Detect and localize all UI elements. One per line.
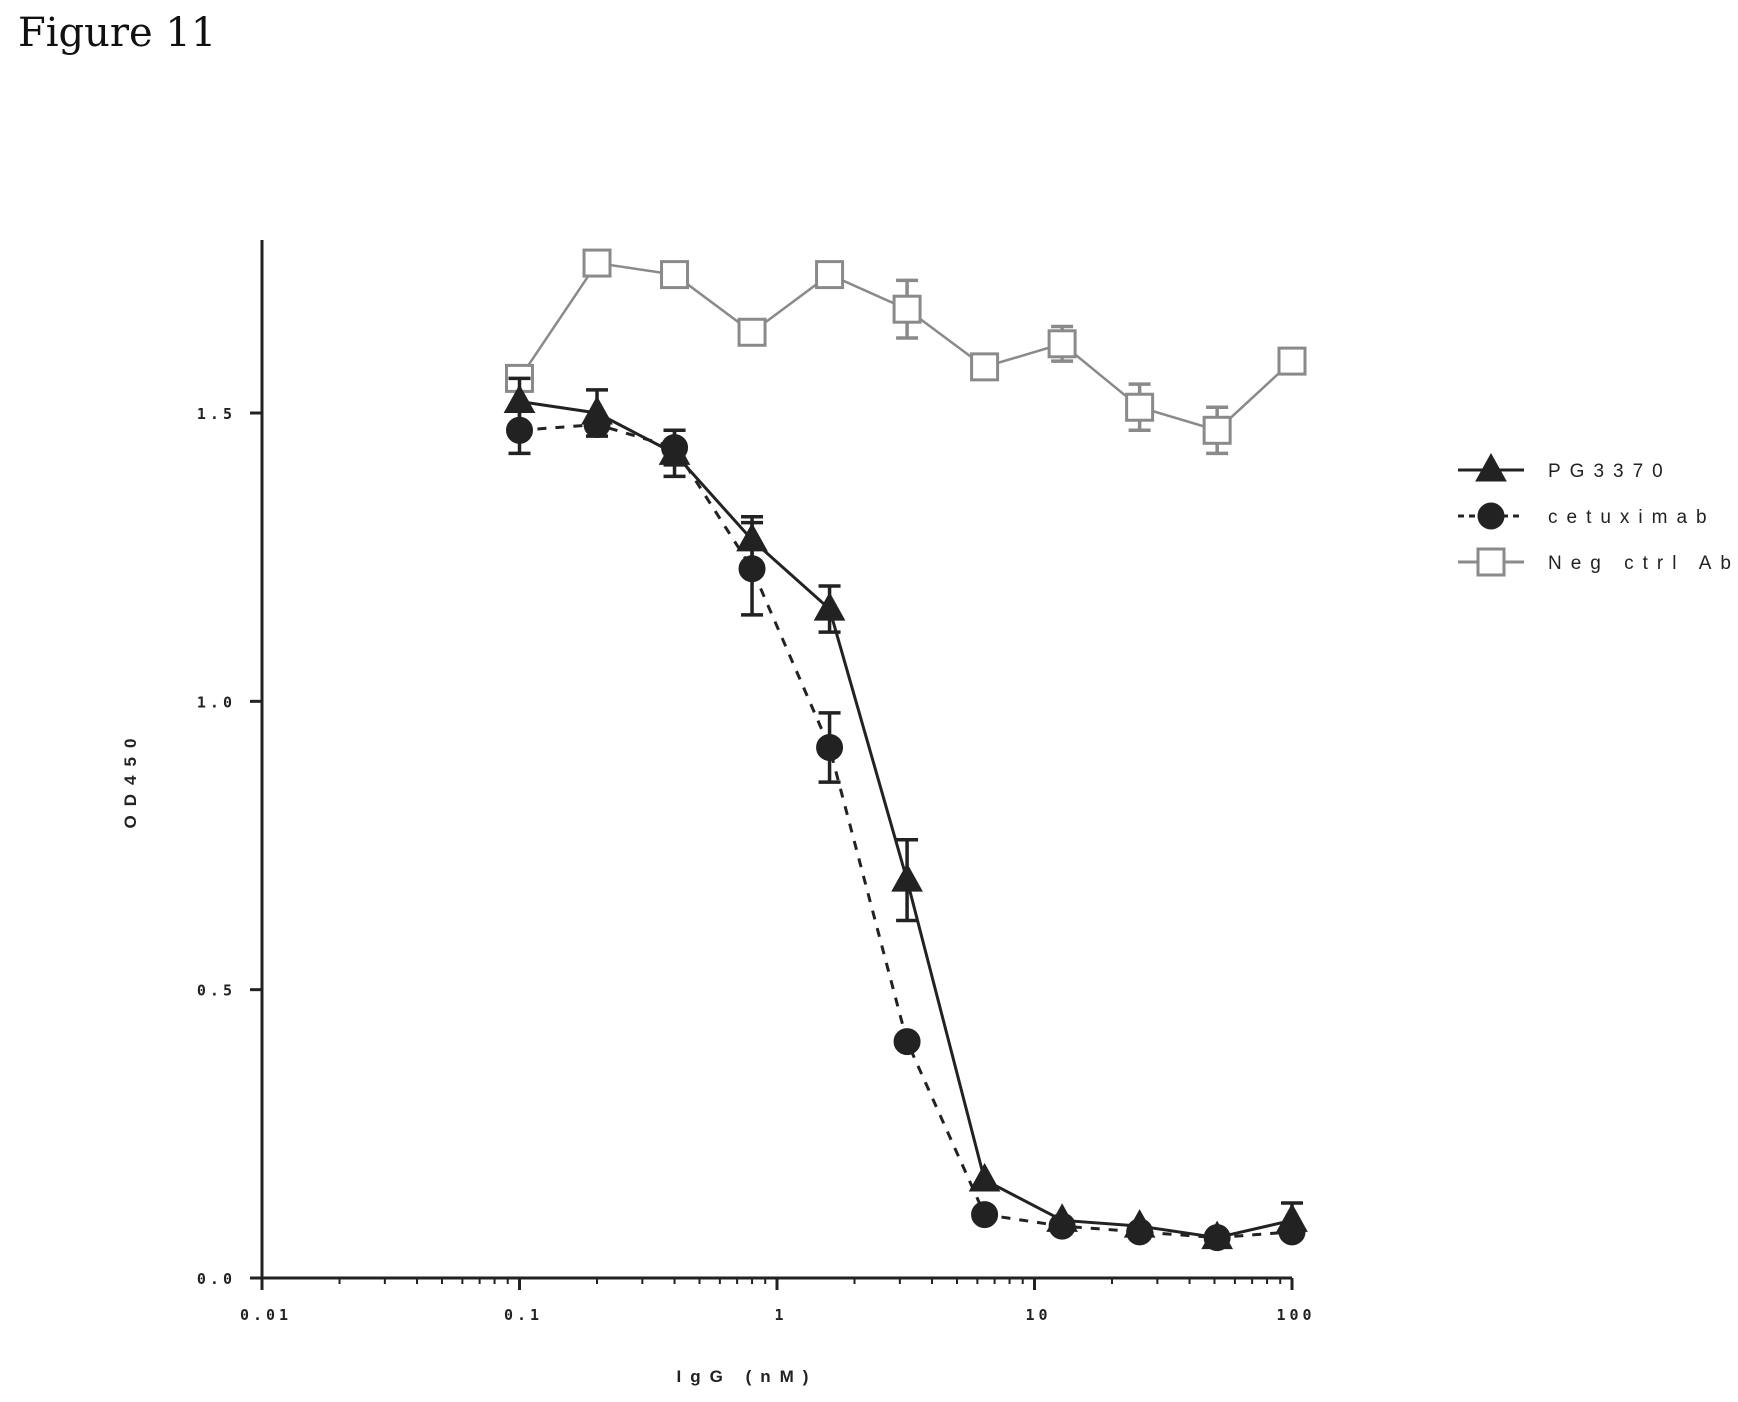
axes: 0.01 0.1 1 10 100 0.0 0.5 1.0 1.5 [197, 240, 1315, 1324]
x-tick-label: 100 [1276, 1306, 1315, 1324]
x-tick-label: 1 [774, 1306, 787, 1324]
series-cetuximab [506, 405, 1306, 1252]
data-point-neg-ctrl-ab [582, 248, 612, 278]
data-point-pg3370 [736, 522, 768, 552]
data-point-neg-ctrl-ab [970, 352, 1000, 382]
data-point-pg3370 [968, 1162, 1001, 1192]
data-point-neg-ctrl-ab [660, 260, 690, 290]
y-tick-label: 1.0 [197, 693, 236, 711]
data-point-cetuximab [893, 1028, 921, 1056]
data-point-pg3370 [1201, 1220, 1233, 1250]
legend: PG3370 cetuximab Neg ctrl Ab [1458, 452, 1738, 577]
legend-label: Neg ctrl Ab [1548, 553, 1738, 574]
y-tick-label: 0.5 [197, 982, 236, 1000]
data-point-pg3370 [891, 863, 923, 892]
data-point-neg-ctrl-ab [1202, 415, 1232, 445]
data-point-pg3370 [813, 592, 846, 621]
legend-item-pg3370: PG3370 [1458, 452, 1672, 482]
data-point-cetuximab [971, 1201, 999, 1229]
data-point-neg-ctrl-ab [892, 294, 922, 324]
data-point-neg-ctrl-ab [1047, 329, 1077, 359]
legend-item-cetuximab: cetuximab [1458, 502, 1716, 530]
x-tick-label: 0.01 [240, 1306, 292, 1324]
data-point-pg3370 [581, 395, 613, 425]
data-point-cetuximab [816, 733, 844, 761]
data-point-neg-ctrl-ab [737, 317, 767, 347]
figure-label: Figure 11 [18, 10, 217, 56]
data-point-pg3370 [503, 384, 536, 413]
legend-label: PG3370 [1548, 461, 1672, 482]
data-point-pg3370 [1046, 1203, 1078, 1232]
legend-item-neg-ctrl-ab: Neg ctrl Ab [1458, 547, 1738, 577]
data-point-neg-ctrl-ab [1125, 392, 1155, 422]
x-axis-label: IgG (nM) [677, 1367, 818, 1386]
data-point-neg-ctrl-ab [1277, 346, 1307, 376]
data-point-pg3370 [1123, 1209, 1156, 1238]
legend-marker [1477, 502, 1505, 530]
legend-marker [1476, 547, 1506, 577]
legend-marker [1475, 452, 1507, 482]
series-neg-ctrl-ab [505, 248, 1307, 456]
series-layer [503, 248, 1308, 1252]
data-point-pg3370 [1276, 1203, 1308, 1232]
series-pg3370 [503, 376, 1308, 1250]
x-tick-label: 0.1 [504, 1306, 543, 1324]
series-line-pg3370 [519, 399, 1293, 1240]
series-line-cetuximab [519, 423, 1293, 1240]
y-axis-label: OD450 [121, 730, 140, 829]
y-tick-label: 1.5 [197, 405, 236, 423]
legend-label: cetuximab [1548, 507, 1716, 528]
y-tick-label: 0.0 [197, 1270, 236, 1288]
data-point-neg-ctrl-ab [815, 260, 845, 290]
data-point-pg3370 [658, 436, 691, 465]
x-tick-label: 10 [1025, 1306, 1051, 1324]
